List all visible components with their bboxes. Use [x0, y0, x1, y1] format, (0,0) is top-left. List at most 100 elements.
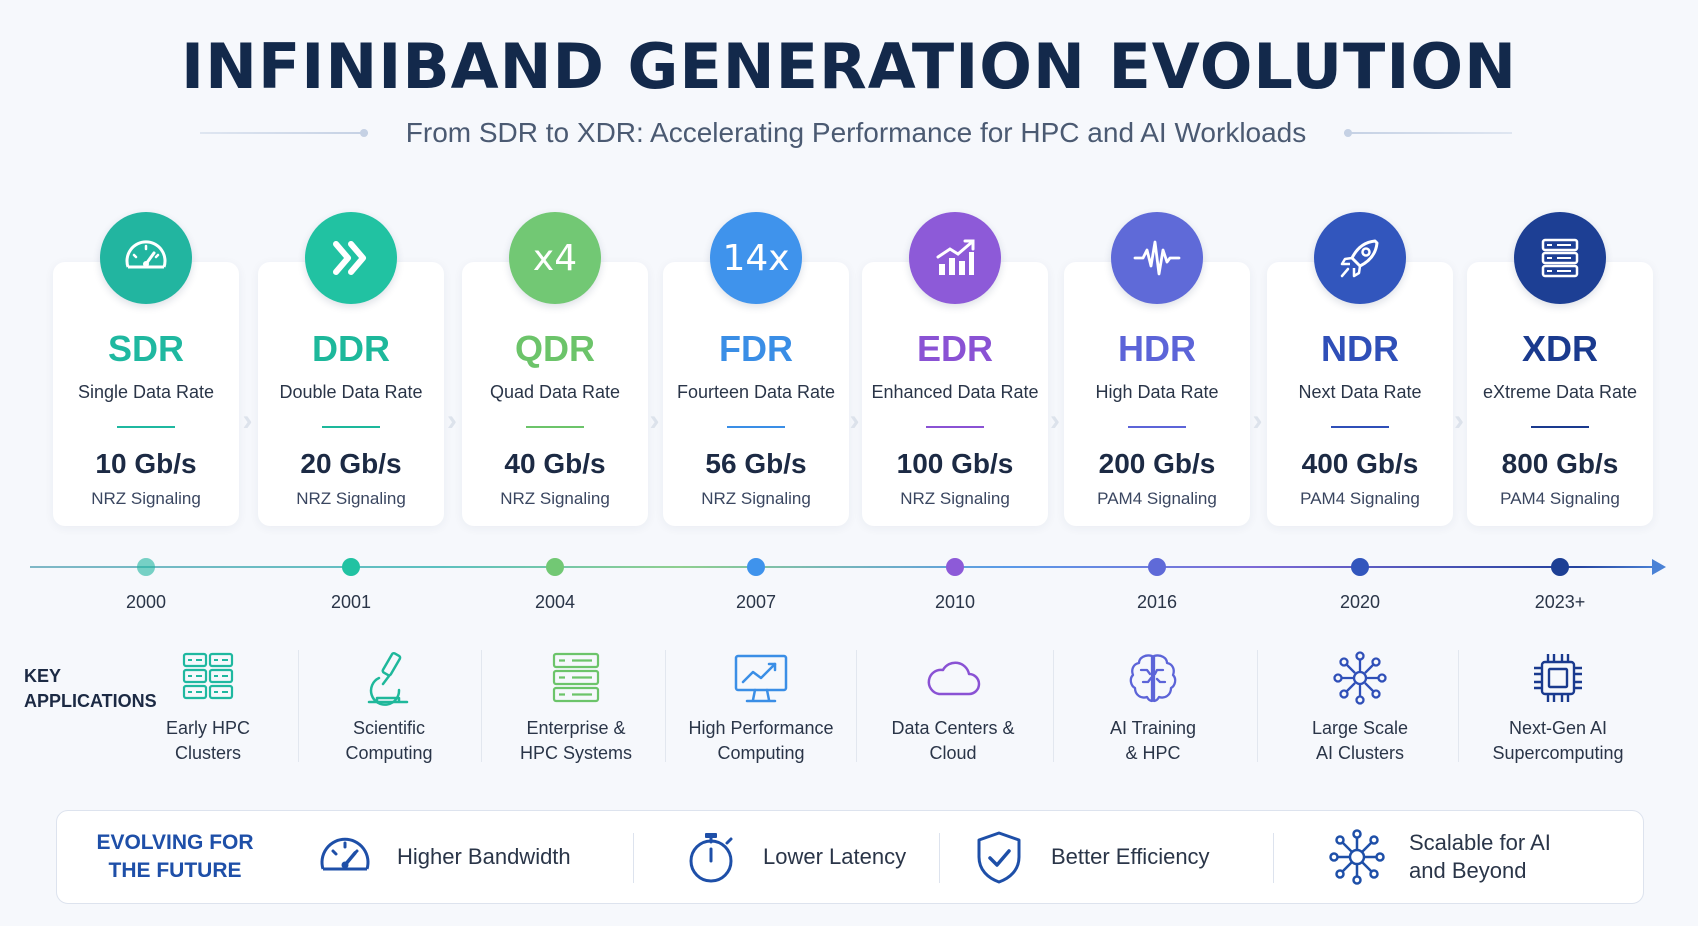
generation-abbr: XDR: [1521, 328, 1598, 369]
application-divider: [1458, 650, 1459, 762]
application-label-line: Data Centers &: [891, 718, 1015, 738]
generation-abbr: QDR: [515, 328, 595, 369]
monitor-chart-icon: [731, 648, 791, 708]
stopwatch-icon: [689, 833, 733, 883]
generation-name: Next Data Rate: [1298, 382, 1422, 402]
application-label-line: Large Scale: [1311, 718, 1409, 738]
timeline-dot: [1551, 558, 1569, 576]
generation-speed: 800 Gb/s: [1501, 448, 1619, 479]
application-label-line: Cloud: [929, 743, 977, 763]
application-label-line: Computing: [717, 743, 805, 763]
generation-card-ddr: [258, 262, 444, 526]
generation-speed: 56 Gb/s: [705, 448, 807, 479]
application-label: Scientific Computing: [294, 716, 484, 766]
timeline-year: 2000: [125, 592, 167, 612]
generation-card-hdr: [1064, 262, 1250, 526]
page-title: INFINIBAND GENERATION EVOLUTION: [181, 30, 1517, 103]
generation-speed: 20 Gb/s: [300, 448, 402, 479]
application-label: AI Training & HPC: [1058, 716, 1248, 766]
application-label: Early HPC Clusters: [113, 716, 303, 766]
chevron-right-icon: ›: [849, 404, 860, 437]
generation-card-xdr: [1467, 262, 1653, 526]
timeline-dot: [342, 558, 360, 576]
footer-item-latency: Lower Latency: [681, 825, 906, 889]
generation-name: eXtreme Data Rate: [1482, 382, 1638, 402]
generation-signaling: NRZ Signaling: [701, 489, 811, 508]
timeline-dot: [137, 558, 155, 576]
application-label-line: Early HPC: [165, 718, 250, 738]
generation-name: Fourteen Data Rate: [676, 382, 836, 402]
application-label: Data Centers & Cloud: [858, 716, 1048, 766]
subtitle-row: From SDR to XDR: Accelerating Performanc…: [200, 112, 1513, 154]
generation-abbr: FDR: [719, 328, 793, 369]
generation-name: Double Data Rate: [279, 382, 423, 402]
generation-separator: [526, 426, 584, 428]
application-label: High Performance Computing: [666, 716, 856, 766]
generation-signaling: PAM4 Signaling: [1097, 489, 1217, 508]
generation-separator: [117, 426, 175, 428]
generation-card-qdr: [462, 262, 648, 526]
footer-divider: [633, 833, 634, 883]
application-label-line: Supercomputing: [1492, 743, 1624, 763]
generation-speed: 40 Gb/s: [504, 448, 606, 479]
server-stack-icon: [1514, 212, 1606, 304]
gauge-icon: [320, 837, 370, 871]
application-label-line: Enterprise &: [526, 718, 626, 738]
footer-divider: [939, 833, 940, 883]
subtitle-rule-right: [1344, 129, 1513, 137]
generation-card-edr: [862, 262, 1048, 526]
server-grid-icon: [178, 648, 238, 708]
generation-abbr: SDR: [107, 328, 184, 369]
application-label: Large Scale AI Clusters: [1265, 716, 1455, 766]
chevron-right-icon: ›: [1252, 404, 1263, 437]
chip-icon: [1528, 648, 1588, 708]
timeline-year: 2001: [330, 592, 372, 612]
speedometer-icon: [100, 212, 192, 304]
chevron-right-icon: ›: [649, 404, 660, 437]
microscope-icon: [359, 648, 419, 708]
generation-signaling: PAM4 Signaling: [1500, 489, 1620, 508]
timeline-year: 2016: [1136, 592, 1178, 612]
application-label-line: Computing: [345, 743, 433, 763]
timeline-year: 2004: [534, 592, 576, 612]
generation-name: Enhanced Data Rate: [871, 382, 1039, 402]
generation-separator: [1128, 426, 1186, 428]
application-divider: [665, 650, 666, 762]
application-label-line: HPC Systems: [519, 743, 633, 763]
footer-item-bandwidth: Higher Bandwidth: [315, 825, 571, 889]
footer-scalable-text: Scalable for AI and Beyond: [1409, 830, 1551, 883]
application-label: Enterprise & HPC Systems: [481, 716, 671, 766]
timeline-year: 2023+: [1534, 592, 1586, 612]
application-label-line: AI Clusters: [1315, 743, 1405, 763]
timeline-dot: [946, 558, 964, 576]
application-divider: [856, 650, 857, 762]
generation-speed: 200 Gb/s: [1098, 448, 1216, 479]
footer-item-efficiency: Better Efficiency: [969, 825, 1210, 889]
generation-speed: 100 Gb/s: [896, 448, 1014, 479]
waveform-icon: [1111, 212, 1203, 304]
timeline-dot: [546, 558, 564, 576]
application-divider: [1257, 650, 1258, 762]
network-icon: [1329, 829, 1385, 885]
generation-card-fdr: [663, 262, 849, 526]
generation-signaling: NRZ Signaling: [296, 489, 406, 508]
double-chevron-icon: [305, 212, 397, 304]
growth-chart-icon: [909, 212, 1001, 304]
generation-name: Single Data Rate: [77, 382, 215, 402]
footer-title: EVOLVING FOR THE FUTURE: [96, 831, 254, 882]
footer-panel: EVOLVING FOR THE FUTURE Higher Bandwidth…: [56, 810, 1644, 904]
shield-check-icon: [977, 831, 1021, 884]
generation-signaling: NRZ Signaling: [91, 489, 201, 508]
generation-speed: 400 Gb/s: [1301, 448, 1419, 479]
footer-item-scalable: Scalable for AI and Beyond: [1327, 825, 1551, 889]
chevron-right-icon: ›: [242, 404, 253, 437]
application-label-line: AI Training: [1109, 718, 1197, 738]
key-applications-label: KEY APPLICATIONS: [24, 666, 157, 711]
server-rack-icon: [546, 648, 606, 708]
chevron-right-icon: ›: [447, 404, 457, 437]
application-divider: [1053, 650, 1054, 762]
network-hub-icon: [1330, 648, 1390, 708]
application-label-line: Scientific: [352, 718, 426, 738]
timeline-year: 2007: [735, 592, 777, 612]
generation-separator: [1331, 426, 1389, 428]
